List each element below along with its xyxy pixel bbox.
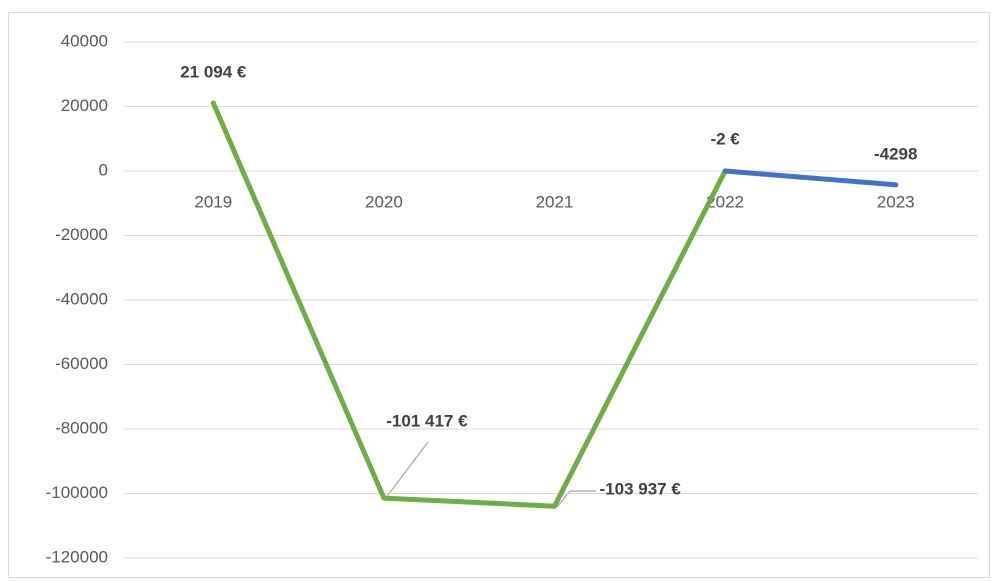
data-label: -103 937 €: [600, 480, 682, 499]
y-tick-label: -80000: [55, 418, 108, 437]
x-tick-label: 2021: [536, 192, 574, 211]
x-tick-label: 2020: [365, 192, 403, 211]
leader-line: [384, 441, 429, 500]
data-label: -101 417 €: [386, 412, 468, 431]
line-series: [210, 100, 728, 509]
data-label: 21 094 €: [180, 62, 247, 81]
y-tick-label: -20000: [55, 225, 108, 244]
data-label: -4298: [874, 144, 917, 163]
y-tick-label: 20000: [61, 96, 108, 115]
x-tick-label: 2023: [877, 192, 915, 211]
y-tick-label: -100000: [46, 483, 108, 502]
y-tick-label: 0: [99, 160, 108, 179]
y-tick-label: -60000: [55, 354, 108, 373]
data-label: -2 €: [710, 129, 740, 148]
x-tick-label: 2022: [706, 192, 744, 211]
x-tick-label: 2019: [194, 192, 232, 211]
line-series: [722, 168, 899, 188]
y-tick-label: -120000: [46, 547, 108, 566]
y-tick-label: -40000: [55, 289, 108, 308]
y-tick-label: 40000: [61, 31, 108, 50]
chart-border: [8, 12, 990, 578]
